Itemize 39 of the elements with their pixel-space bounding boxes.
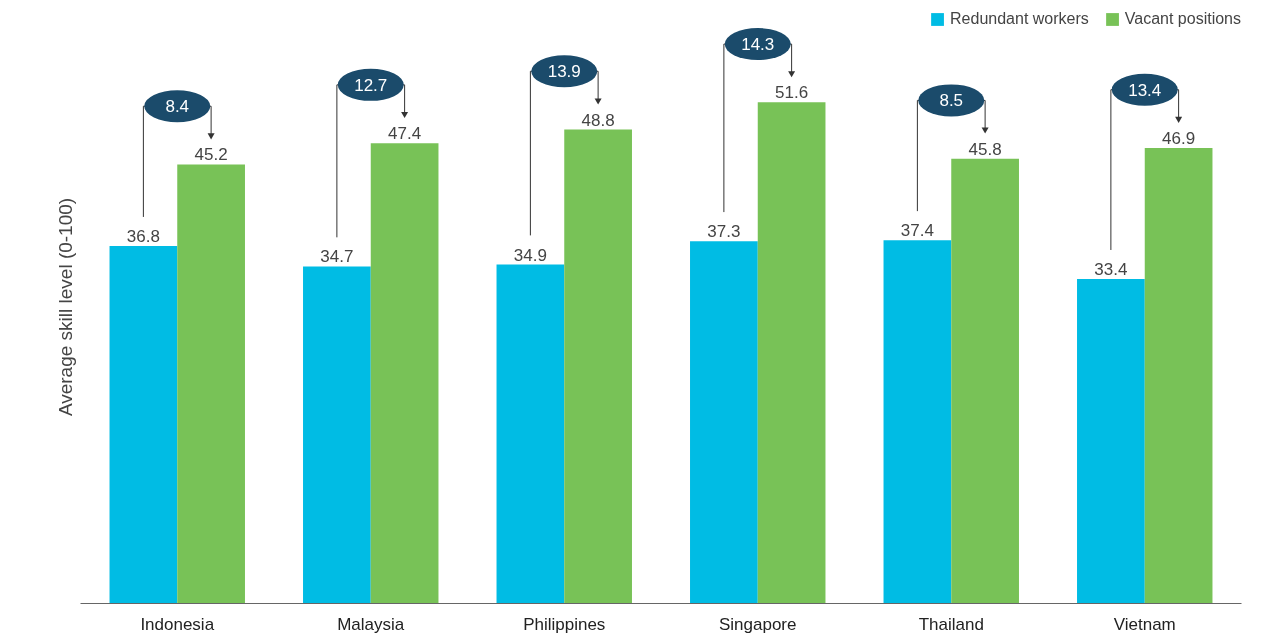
- bar: [690, 241, 758, 604]
- bar: [883, 240, 952, 604]
- x-tick-label: Indonesia: [140, 614, 215, 634]
- bar: [177, 164, 245, 604]
- data-label: 36.8: [126, 227, 160, 247]
- annotation: 8.5: [939, 91, 964, 111]
- bar: [370, 143, 439, 604]
- data-label: 47.4: [388, 124, 422, 144]
- x-tick-label: Philippines: [523, 614, 606, 634]
- legend-label: Vacant positions: [1124, 10, 1241, 28]
- annotation: 8.4: [165, 97, 190, 117]
- bar: [1144, 147, 1213, 604]
- bar: [1077, 279, 1145, 604]
- bar: [757, 102, 826, 604]
- data-label: 48.8: [581, 110, 615, 130]
- x-tick-label: Thailand: [918, 614, 984, 634]
- text: 13.4: [1128, 80, 1162, 100]
- bar: [109, 246, 178, 604]
- bar: [951, 158, 1019, 604]
- data-label: 45.2: [194, 145, 228, 165]
- y-axis-title: Average skill level (0-100): [54, 197, 76, 417]
- bar: [564, 129, 632, 604]
- data-label: 37.3: [707, 222, 741, 242]
- x-tick-label: Vietnam: [1113, 614, 1176, 634]
- x-tick-label: Singapore: [719, 614, 797, 634]
- x-tick-label: Malaysia: [337, 614, 405, 634]
- data-label: 37.4: [900, 221, 934, 241]
- data-label: 34.7: [320, 247, 354, 267]
- bar: [496, 264, 565, 604]
- data-label: 46.9: [1162, 128, 1196, 148]
- bar: [303, 266, 371, 604]
- text: 14.3: [741, 35, 775, 55]
- text: 12.7: [354, 75, 388, 95]
- legend-label: Redundant workers: [950, 10, 1089, 28]
- data-label: 34.9: [513, 245, 547, 265]
- data-label: 45.8: [968, 139, 1002, 159]
- data-label: 51.6: [775, 83, 809, 103]
- data-label: 33.4: [1094, 260, 1128, 280]
- text: 13.9: [547, 62, 581, 82]
